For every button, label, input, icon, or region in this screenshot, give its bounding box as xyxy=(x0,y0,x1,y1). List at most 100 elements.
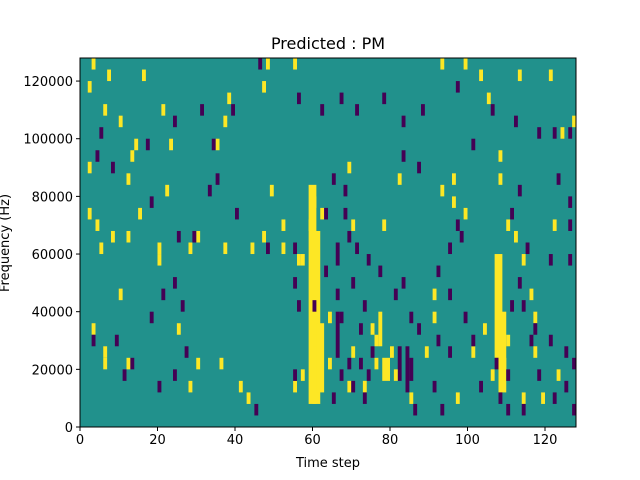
heatmap-cell xyxy=(87,161,92,174)
heatmap-cell xyxy=(107,69,111,82)
heatmap-cell xyxy=(297,300,301,312)
heatmap-cell xyxy=(397,173,402,185)
heatmap-cell xyxy=(417,323,421,335)
chart-title: Predicted : PM xyxy=(271,34,385,53)
heatmap-cell xyxy=(324,265,328,278)
heatmap-cell xyxy=(514,230,518,243)
heatmap-cell xyxy=(533,346,538,358)
heatmap-cell xyxy=(529,334,534,347)
y-axis-label: Frequency (Hz) xyxy=(0,194,13,292)
heatmap-cell xyxy=(409,311,414,324)
heatmap-cell xyxy=(103,346,108,358)
heatmap-cell xyxy=(568,127,573,139)
heatmap-cell xyxy=(266,58,270,70)
heatmap-cell xyxy=(316,323,325,393)
heatmap-cell xyxy=(188,380,193,393)
heatmap-cell xyxy=(506,334,511,347)
heatmap-cell xyxy=(471,334,476,347)
heatmap-cell xyxy=(347,161,352,174)
heatmap-cell xyxy=(258,58,263,70)
heatmap-cell xyxy=(552,219,557,231)
heatmap-cell xyxy=(231,104,235,116)
heatmap-cell xyxy=(393,369,398,381)
heatmap-cell xyxy=(572,357,576,370)
heatmap-cell xyxy=(490,104,495,116)
heatmap-cell xyxy=(215,173,220,185)
heatmap-cell xyxy=(463,311,468,324)
heatmap-cell xyxy=(223,115,228,128)
heatmap-cell xyxy=(293,277,297,289)
y-tick-label: 40000 xyxy=(32,306,73,321)
x-axis: 0 20 40 60 80 100 120 xyxy=(76,427,558,448)
heatmap-cell xyxy=(490,369,495,381)
heatmap-cell xyxy=(335,288,340,301)
heatmap-cell xyxy=(262,81,266,93)
heatmap-cell xyxy=(390,346,394,358)
heatmap-cell xyxy=(227,92,232,105)
heatmap-cell xyxy=(572,403,576,416)
heatmap-cell xyxy=(103,357,108,370)
heatmap-cell xyxy=(126,230,131,243)
heatmap-cell xyxy=(533,323,538,335)
heatmap-cell xyxy=(312,196,317,208)
heatmap-cell xyxy=(366,369,371,381)
heatmap-cell xyxy=(180,300,185,312)
y-axis: 0 20000 40000 60000 80000 100000 120000 xyxy=(23,75,80,436)
y-tick-label: 120000 xyxy=(23,75,73,90)
heatmap-cell xyxy=(378,311,383,347)
heatmap-cell xyxy=(196,357,201,370)
heatmap-cell xyxy=(397,346,402,381)
heatmap-cell xyxy=(331,392,336,404)
heatmap-cell xyxy=(192,230,197,243)
heatmap-cell xyxy=(510,207,514,220)
heatmap-cell xyxy=(157,242,162,255)
heatmap-cell xyxy=(440,58,445,70)
heatmap-cell xyxy=(99,127,104,139)
heatmap-cell xyxy=(331,173,336,185)
heatmap-cell xyxy=(343,184,348,197)
heatmap-cell xyxy=(103,104,108,116)
heatmap-cell xyxy=(455,392,460,404)
heatmap-cell xyxy=(339,311,344,324)
heatmap-cell xyxy=(432,311,437,324)
heatmap-cell xyxy=(238,380,243,393)
heatmap-cell xyxy=(300,254,305,266)
heatmap-cell xyxy=(126,357,131,370)
heatmap-cell xyxy=(142,69,146,82)
heatmap-cell xyxy=(328,357,332,370)
heatmap-cell xyxy=(483,323,487,335)
heatmap-cell xyxy=(196,230,201,243)
x-tick-label: 120 xyxy=(533,433,558,448)
heatmap-cell xyxy=(95,219,100,231)
y-tick-label: 20000 xyxy=(32,363,73,378)
heatmap-cell xyxy=(130,357,135,370)
heatmap-cell xyxy=(498,173,503,185)
heatmap-cell xyxy=(517,277,522,289)
heatmap-cell xyxy=(533,311,538,324)
heatmap-cell xyxy=(122,369,127,381)
heatmap-cell xyxy=(556,173,561,185)
heatmap-cell xyxy=(568,254,573,266)
heatmap-cell xyxy=(382,92,387,105)
heatmap-cell xyxy=(494,357,499,370)
heatmap-cell xyxy=(320,207,325,220)
heatmap-cell xyxy=(266,242,270,255)
heatmap-cell xyxy=(173,115,177,128)
heatmap-cell xyxy=(382,219,387,231)
heatmap-cell xyxy=(455,81,460,93)
x-tick-label: 80 xyxy=(382,433,399,448)
heatmap-cell xyxy=(355,104,359,116)
heatmap-cell xyxy=(145,138,150,151)
heatmap-cell xyxy=(281,219,286,231)
heatmap-cell xyxy=(134,138,139,151)
heatmap-cell xyxy=(401,277,406,289)
x-tick-label: 20 xyxy=(149,433,166,448)
heatmap-cell xyxy=(250,242,255,255)
heatmap-cell xyxy=(339,369,344,381)
heatmap-cell xyxy=(149,311,154,324)
heatmap-cell xyxy=(176,323,181,335)
heatmap-cell xyxy=(537,127,542,139)
heatmap-cell xyxy=(448,346,452,358)
heatmap-cell xyxy=(552,127,557,139)
heatmap-cell xyxy=(149,196,154,208)
